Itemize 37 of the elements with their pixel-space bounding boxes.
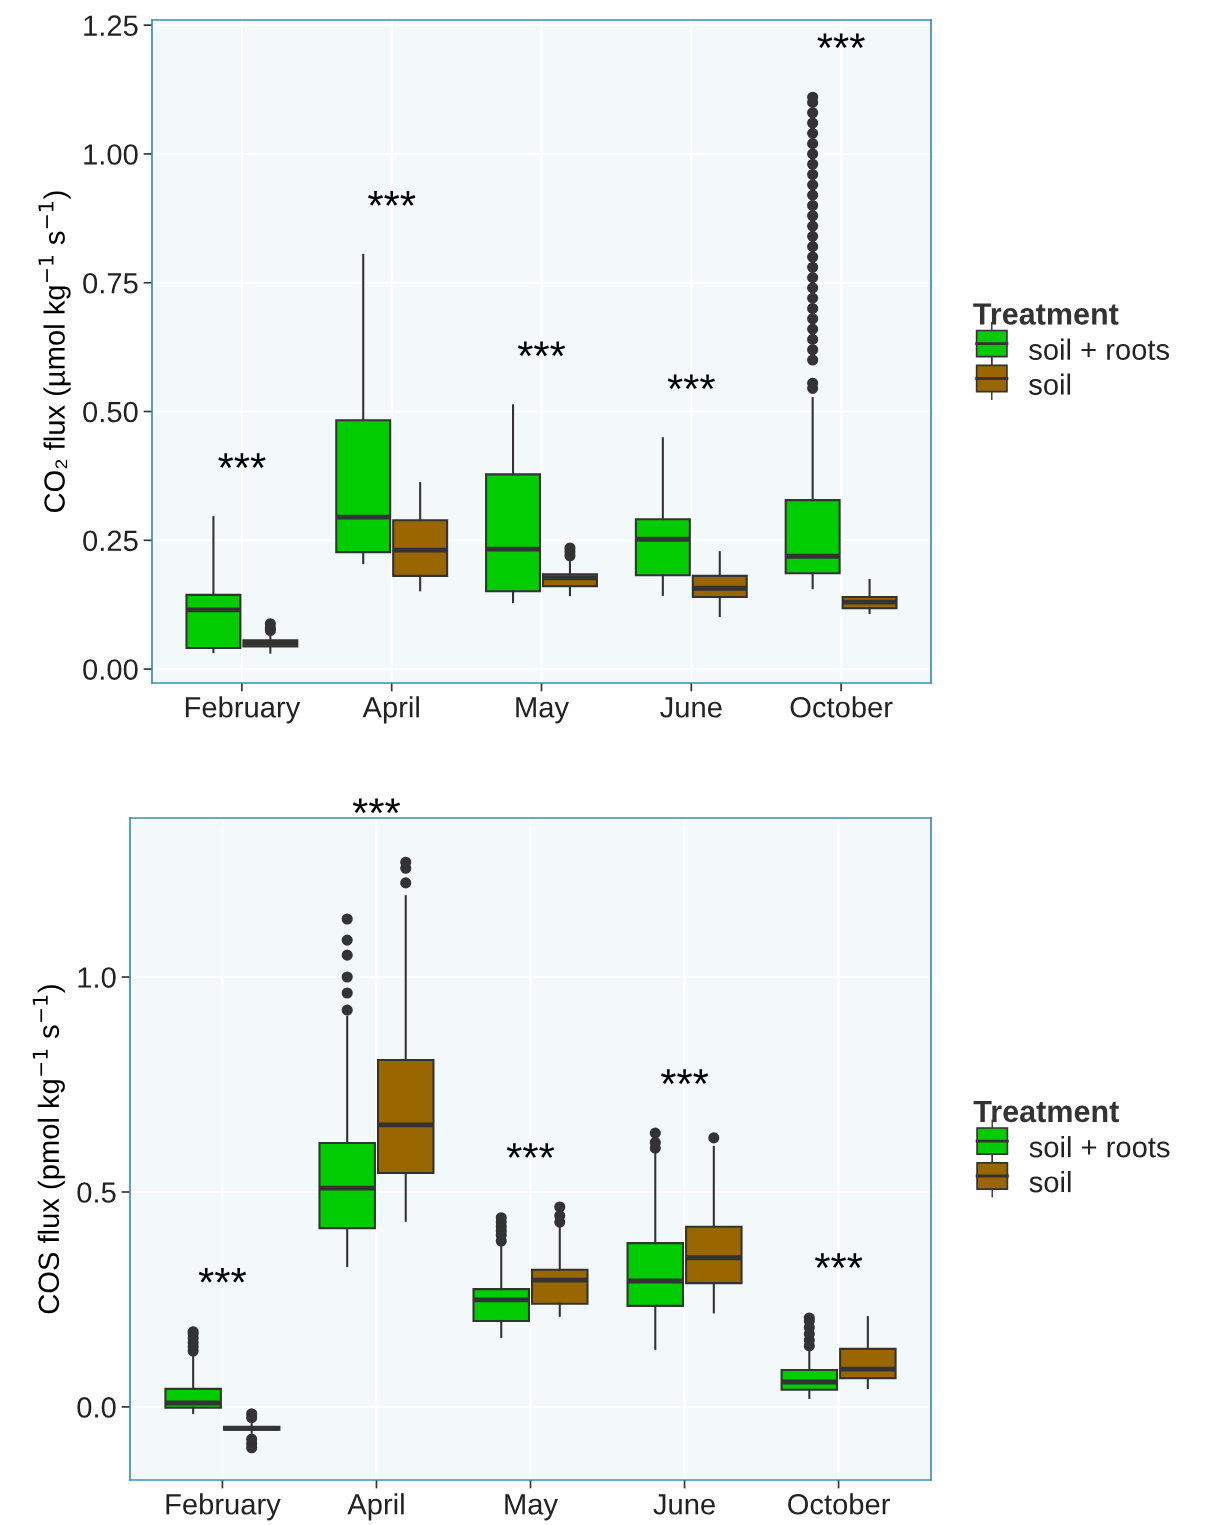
annotation: *** [198,1267,247,1283]
x-tick-label: October [788,1493,890,1515]
y-tick-label: 0.0 [77,1397,116,1418]
x-tick-label: October [790,696,893,718]
y-tick-label: 0.00 [83,659,138,680]
y-tick-label: 0.75 [83,272,138,294]
legend-title: Treatment [973,303,1119,325]
x-tick-label: April [347,1493,404,1521]
y-axis-title: COS flux (pmol kg$^{−1}$ s$^{−1}$) [32,985,65,1314]
y-tick-label: 1.00 [84,144,138,165]
x-tick-label: June [653,1494,715,1515]
y-tick-label: 0.25 [83,530,138,552]
annotation: *** [506,1143,555,1158]
x-tick-label: June [660,697,722,718]
annotation: *** [817,33,865,49]
annotation: *** [660,1069,709,1084]
annotation: *** [218,453,266,468]
x-tick-label: February [185,696,301,724]
x-tick-label: April [362,696,419,724]
y-tick-label: 0.50 [83,401,138,423]
y-tick-label: 0.5 [77,1182,116,1203]
legend-title: Treatment [973,1100,1119,1123]
annotation: *** [368,191,416,206]
y-axis-title: CO₂ flux (µmol kg$^{−1}$ s$^{−1}$) [38,191,71,513]
legend-label: soil [1029,373,1071,395]
x-tick-label: February [166,1493,281,1521]
y-tick-label: 1.25 [84,15,138,37]
y-tick-label: 1.0 [78,967,116,988]
x-tick-label: May [516,697,569,724]
annotation: *** [667,374,715,390]
text: *** [352,798,401,814]
annotation: *** [814,1253,863,1268]
legend-label: soil + roots [1029,1136,1170,1158]
annotation: *** [517,341,566,357]
legend-label: soil + roots [1029,338,1170,360]
legend-label: soil [1029,1170,1071,1193]
x-tick-label: May [505,1494,558,1521]
